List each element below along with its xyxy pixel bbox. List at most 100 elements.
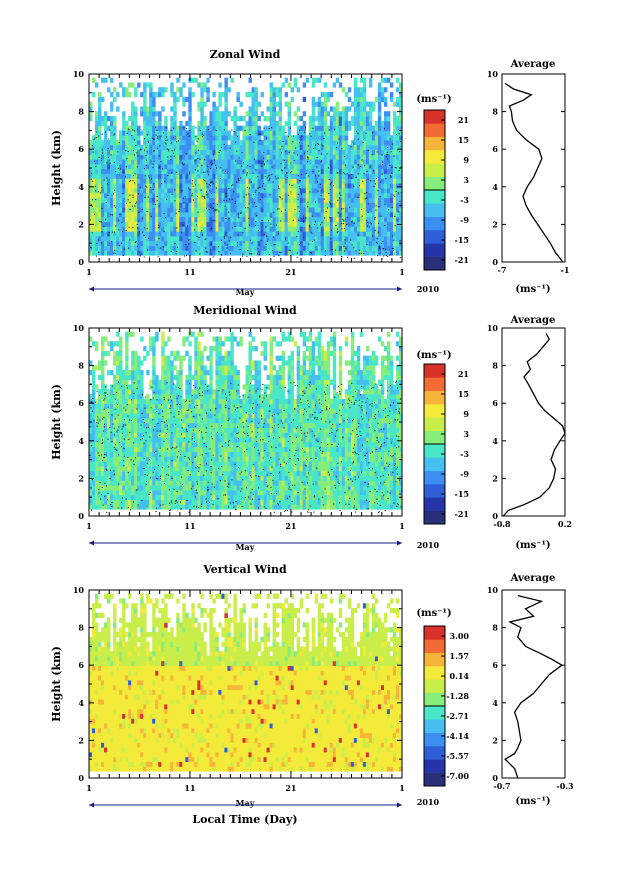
heat-cell <box>239 221 243 227</box>
stipple-dot <box>203 134 205 136</box>
heat-cell <box>158 250 162 256</box>
heat-cell <box>113 140 117 146</box>
heat-cell <box>362 207 367 213</box>
stipple-dot <box>264 176 266 178</box>
stipple-dot <box>307 158 309 160</box>
heat-cell <box>92 422 96 429</box>
heat-cell <box>299 135 304 141</box>
heat-cell <box>317 245 322 251</box>
heat-cell <box>260 226 264 232</box>
heat-cell <box>374 226 379 232</box>
heat-cell <box>92 159 96 165</box>
heat-cell <box>122 504 126 510</box>
heat-cell <box>155 466 159 472</box>
heat-cell <box>230 140 234 146</box>
stipple-dot <box>115 171 117 173</box>
heat-cell <box>149 466 153 472</box>
stipple-dot <box>357 164 359 166</box>
stipple-dot <box>114 133 116 135</box>
stipple-dot <box>231 198 233 200</box>
heat-cell <box>350 207 355 213</box>
heat-cell <box>131 456 135 462</box>
heat-cell <box>134 192 138 199</box>
heat-cell <box>221 188 225 194</box>
heat-cell <box>101 116 105 122</box>
heat-cell <box>239 207 243 213</box>
heat-cell <box>248 154 252 160</box>
heat-cell <box>119 346 123 352</box>
heat-cell <box>125 202 129 208</box>
heat-cell <box>350 226 355 232</box>
heat-cell <box>122 168 126 175</box>
heat-cell <box>338 245 343 251</box>
heat-cell <box>281 250 286 256</box>
heat-cell <box>110 168 114 175</box>
heat-cell <box>179 173 183 179</box>
heat-cell <box>269 120 273 127</box>
heat-cell <box>353 101 358 107</box>
stipple-dot <box>146 134 148 136</box>
heat-cell <box>203 212 207 218</box>
heat-cell <box>257 130 261 136</box>
heat-cell <box>206 135 210 141</box>
heat-cell <box>125 394 129 400</box>
heat-cell <box>101 499 105 505</box>
heat-cell <box>164 120 168 127</box>
heat-cell <box>251 226 255 232</box>
stipple-dot <box>357 132 359 134</box>
heat-cell <box>305 135 310 141</box>
heat-cell <box>266 197 270 203</box>
stipple-dot <box>233 191 235 193</box>
heat-cell <box>107 125 111 131</box>
heat-cell <box>287 125 292 131</box>
stipple-dot <box>365 132 367 134</box>
stipple-dot <box>167 156 169 158</box>
heat-cell <box>329 216 334 223</box>
heat-cell <box>257 154 261 160</box>
stipple-dot <box>272 250 274 252</box>
heat-cell <box>302 164 307 170</box>
heat-cell <box>377 125 382 131</box>
heat-cell <box>116 446 120 453</box>
heat-cell <box>362 87 367 93</box>
heat-cell <box>92 197 96 203</box>
heat-cell <box>146 183 150 189</box>
stipple-dot <box>390 151 392 153</box>
stipple-dot <box>201 136 203 138</box>
heat-cell <box>305 240 310 246</box>
heat-cell <box>233 183 237 189</box>
heat-cell <box>323 120 328 127</box>
stipple-dot <box>379 252 381 254</box>
stipple-dot <box>157 135 159 137</box>
heat-cell <box>392 116 397 122</box>
heat-cell <box>149 494 153 500</box>
heat-cell <box>92 490 96 496</box>
heat-cell <box>122 379 126 385</box>
stipple-dot <box>353 247 355 249</box>
heat-cell <box>347 212 352 218</box>
heat-cell <box>323 240 328 246</box>
heat-cell <box>236 240 240 246</box>
heat-cell <box>290 226 295 232</box>
stipple-dot <box>342 219 344 221</box>
heat-cell <box>359 245 364 251</box>
heat-cell <box>218 154 222 160</box>
heat-cell <box>125 475 129 481</box>
heat-cell <box>383 178 388 184</box>
heat-cell <box>254 106 258 112</box>
heat-cell <box>311 159 316 165</box>
heat-cell <box>101 466 105 472</box>
heat-cell <box>116 341 120 347</box>
heat-cell <box>308 212 313 218</box>
heat-cell <box>146 212 150 218</box>
heat-cell <box>200 111 204 117</box>
heat-cell <box>311 188 316 194</box>
heat-cell <box>182 245 186 251</box>
heat-cell <box>245 149 249 155</box>
heat-cell <box>149 236 153 242</box>
stipple-dot <box>100 221 102 223</box>
heat-cell <box>212 207 216 213</box>
heat-cell <box>221 226 225 232</box>
heat-cell <box>308 245 313 251</box>
heat-cell <box>386 111 391 117</box>
